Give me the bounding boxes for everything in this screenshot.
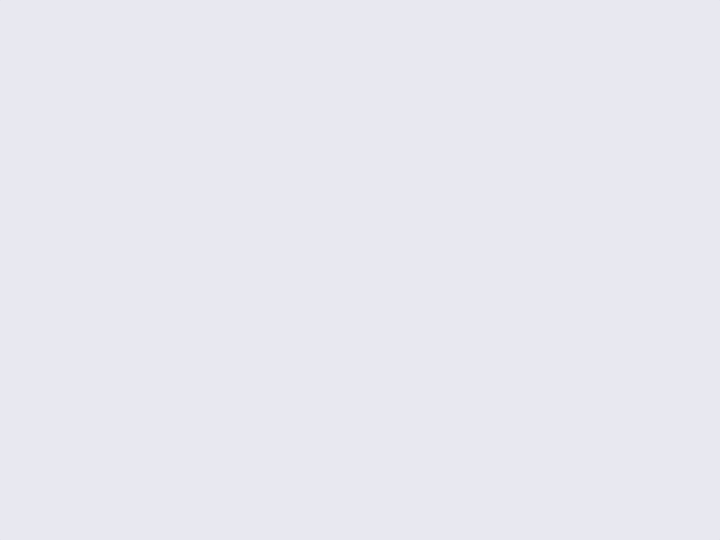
Text: (normal, 137-144 mmol/L): (normal, 137-144 mmol/L) (432, 190, 650, 208)
Text: 11.4 mmol/L: 11.4 mmol/L (302, 282, 407, 300)
Text: 4) What other analyte may be measured to confirm: 4) What other analyte may be measured to… (36, 481, 464, 499)
Text: 1) What is the explanation for the low total Co: 1) What is the explanation for the low t… (36, 367, 420, 384)
Text: 3) What is the most likely abnormality?: 3) What is the most likely abnormality? (36, 453, 362, 471)
Text: Case 2: Case 2 (36, 24, 97, 42)
Text: 11 mmol/L: 11 mmol/L (302, 252, 391, 269)
Text: increased ?: increased ? (36, 424, 162, 443)
Text: relative. Initial investigations showed the following:: relative. Initial investigations showed … (72, 148, 500, 166)
Text: and confused state. The breath smelled of acetone and: and confused state. The breath smelled o… (72, 85, 533, 103)
Text: 2: 2 (135, 258, 143, 271)
Text: result ?: result ? (554, 367, 621, 384)
Text: Blood glucose: Blood glucose (36, 313, 152, 331)
Text: (normal, 3.3-4.4 mmol/L): (normal, 3.3-4.4 mmol/L) (432, 221, 640, 239)
Text: 137 mrnol/L: 137 mrnol/L (302, 190, 402, 208)
Text: 2: 2 (546, 373, 554, 386)
Text: 14: 14 (36, 508, 52, 521)
Text: a history of a chest infection was obtained from a: a history of a chest infection was obtai… (72, 117, 485, 134)
Text: Sodium: Sodium (36, 190, 99, 208)
Text: Total Co: Total Co (36, 252, 102, 269)
Text: (normal, 24-31 mmol/L): (normal, 24-31 mmol/L) (432, 252, 629, 269)
Text: (normal, 3.6-6.0 mmol/L): (normal, 3.6-6.0 mmol/L) (432, 313, 639, 331)
Text: diagnosis ?: diagnosis ? (72, 508, 165, 525)
Text: 2) Why were the plasma potassium and urea levels: 2) Why were the plasma potassium and ure… (36, 398, 463, 416)
Text: (normal, 3.1- 7.9 mmol/l): (normal, 3.1- 7.9 mmol/l) (432, 282, 640, 300)
Text: A 27-year-old patient with IDDM was admitted in a drowsy: A 27-year-old patient with IDDM was admi… (36, 54, 521, 72)
Text: Urea: Urea (36, 282, 75, 300)
Text: 23 mmol/L: 23 mmol/L (302, 313, 391, 331)
Text: 5.7 mmol/L: 5.7 mmol/L (302, 221, 396, 239)
Text: Potassium: Potassium (36, 221, 121, 239)
